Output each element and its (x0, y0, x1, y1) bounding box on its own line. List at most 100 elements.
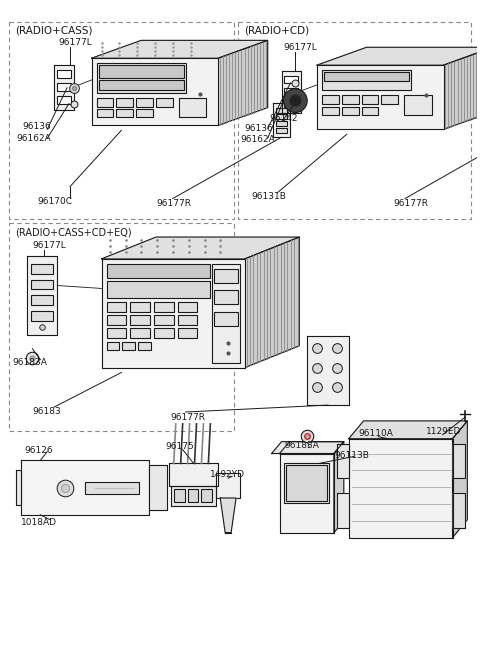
Bar (32, 295, 53, 305)
Bar (212, 264, 240, 363)
Polygon shape (54, 65, 74, 109)
Polygon shape (453, 443, 466, 478)
Bar (285, 76, 298, 83)
Text: (RADIO+CD): (RADIO+CD) (244, 26, 309, 35)
Text: 96162A: 96162A (240, 135, 275, 144)
Bar (136, 98, 153, 107)
Polygon shape (349, 421, 468, 439)
Bar (285, 88, 298, 95)
Polygon shape (245, 237, 300, 367)
Bar (107, 315, 126, 325)
Bar (285, 100, 298, 107)
Bar (32, 311, 53, 321)
Polygon shape (337, 493, 349, 528)
Polygon shape (307, 336, 349, 405)
Polygon shape (92, 41, 268, 58)
Bar (107, 303, 126, 312)
Bar (107, 264, 210, 278)
Polygon shape (273, 103, 290, 138)
Bar (107, 342, 120, 350)
Bar (178, 303, 197, 312)
Text: 96131B: 96131B (252, 192, 287, 200)
Bar (287, 466, 327, 501)
Text: 96183A: 96183A (12, 358, 48, 367)
Bar (107, 280, 210, 298)
Bar (238, 22, 471, 219)
Text: 96170C: 96170C (37, 196, 72, 206)
Text: 96113B: 96113B (334, 451, 369, 460)
Polygon shape (317, 47, 480, 65)
Bar (404, 95, 432, 115)
Polygon shape (21, 460, 149, 515)
Bar (214, 269, 238, 282)
Text: 96177R: 96177R (156, 200, 191, 208)
Text: 96142: 96142 (270, 115, 298, 124)
Polygon shape (16, 470, 21, 505)
Bar (96, 63, 186, 93)
Polygon shape (102, 237, 300, 259)
Polygon shape (102, 259, 245, 367)
Polygon shape (279, 453, 334, 533)
Bar (154, 315, 174, 325)
Polygon shape (444, 47, 480, 129)
Bar (214, 312, 238, 326)
Bar (99, 80, 184, 90)
Polygon shape (171, 486, 216, 506)
Text: (RADIO+CASS+CD+EQ): (RADIO+CASS+CD+EQ) (14, 227, 131, 237)
Bar (322, 107, 339, 115)
Bar (138, 342, 151, 350)
Bar (276, 121, 288, 126)
Bar (342, 95, 359, 103)
Polygon shape (149, 466, 167, 510)
Polygon shape (349, 439, 453, 538)
Bar (276, 107, 288, 113)
Bar (285, 463, 329, 503)
Polygon shape (317, 65, 444, 129)
Polygon shape (281, 71, 301, 113)
Bar (154, 328, 174, 338)
Bar (276, 128, 288, 133)
Bar (130, 303, 150, 312)
Bar (361, 107, 378, 115)
Bar (136, 109, 153, 117)
Circle shape (284, 89, 307, 113)
Polygon shape (27, 256, 57, 335)
Polygon shape (337, 443, 349, 478)
Polygon shape (279, 441, 344, 453)
Bar (322, 70, 411, 90)
Bar (57, 96, 71, 103)
Bar (178, 315, 197, 325)
Bar (117, 98, 133, 107)
Bar (117, 109, 133, 117)
Text: 96177R: 96177R (393, 200, 428, 208)
Polygon shape (92, 58, 218, 125)
Text: 96110A: 96110A (359, 429, 394, 438)
Bar (57, 83, 71, 91)
Bar (322, 95, 339, 103)
Bar (342, 107, 359, 115)
Bar (9, 223, 234, 431)
Polygon shape (169, 463, 218, 486)
Bar (324, 72, 409, 81)
Bar (85, 482, 139, 494)
Bar (107, 328, 126, 338)
Bar (122, 342, 135, 350)
Polygon shape (453, 493, 466, 528)
Bar (178, 328, 197, 338)
Text: 1492YD: 1492YD (210, 470, 245, 479)
Bar (96, 98, 113, 107)
Bar (130, 328, 150, 338)
Polygon shape (218, 41, 268, 125)
Bar (154, 303, 174, 312)
Bar (381, 95, 398, 103)
Text: 96136: 96136 (23, 122, 51, 132)
Text: 96183A: 96183A (285, 441, 319, 450)
Bar (32, 264, 53, 274)
Text: 96177L: 96177L (284, 43, 317, 52)
Polygon shape (334, 441, 344, 533)
Text: 96136: 96136 (244, 124, 273, 134)
Text: (RADIO+CASS): (RADIO+CASS) (14, 26, 92, 35)
Bar (188, 489, 199, 502)
Bar (361, 95, 378, 103)
Bar (214, 290, 238, 305)
